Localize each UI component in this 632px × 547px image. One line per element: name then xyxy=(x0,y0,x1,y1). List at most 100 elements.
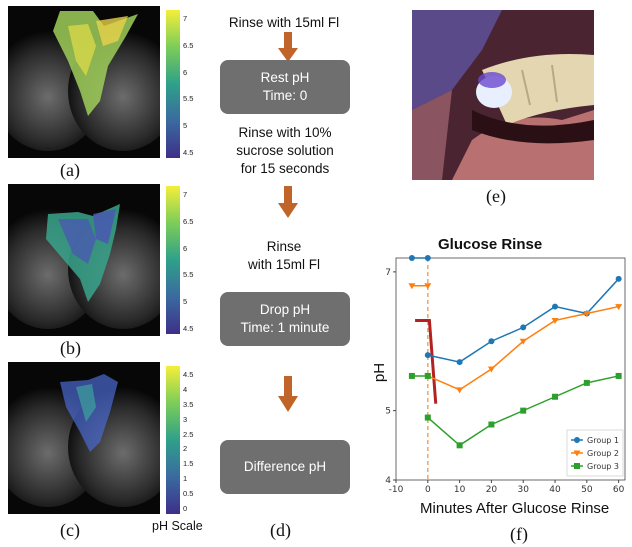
data-point xyxy=(487,366,495,373)
data-point xyxy=(519,338,527,345)
panel-e-label: (e) xyxy=(486,186,506,206)
colorbar-tick: 6 xyxy=(183,243,188,253)
x-tick-label: 20 xyxy=(486,485,498,495)
colorbar-tick: 3.5 xyxy=(183,399,194,409)
legend-label: Group 1 xyxy=(587,436,619,445)
flow-step2-line3: for 15 seconds xyxy=(240,161,330,176)
colorbar-tick: 4.5 xyxy=(183,370,194,379)
data-point xyxy=(456,359,463,366)
difference-ph-box: Difference pH xyxy=(220,440,350,494)
colorbar-tick: 6.5 xyxy=(183,40,194,50)
data-point xyxy=(488,421,495,428)
chart-xlabel: Minutes After Glucose Rinse xyxy=(420,500,610,517)
panel-a-label: (a) xyxy=(60,160,80,180)
flow-step3-text: Rinse with 15ml Fl xyxy=(214,238,354,274)
data-point xyxy=(574,463,580,469)
panel-f-label: (f) xyxy=(510,524,528,544)
drop-indicator xyxy=(415,318,438,404)
data-point xyxy=(424,352,431,359)
colorbar-tick: 2 xyxy=(183,444,188,454)
down-arrow-3 xyxy=(278,376,298,412)
data-point xyxy=(552,303,559,310)
x-tick-label: -10 xyxy=(389,485,404,495)
glucose-rinse-chart: -10 0 10 20 30 40 50 60 4 5 7 Group 1 Group 2 Group 3 xyxy=(385,255,626,495)
drop-ph-box: Drop pH Time: 1 minute xyxy=(220,292,350,346)
chart-title: Glucose Rinse xyxy=(438,236,543,253)
colorbar-tick: 5 xyxy=(183,297,188,307)
intraoral-photo xyxy=(412,10,594,180)
tooth-ph-map-b xyxy=(8,204,160,329)
colorbar-tick: 5.5 xyxy=(183,270,194,280)
flow-step1-text: Rinse with 15ml Fl xyxy=(228,15,340,30)
rest-ph-time: Time: 0 xyxy=(262,88,308,103)
colorbar-tick: 6 xyxy=(183,67,188,77)
x-tick-label: 10 xyxy=(454,485,466,495)
data-point xyxy=(456,387,464,394)
down-arrow-1 xyxy=(278,32,298,62)
panel-c-image xyxy=(8,362,160,514)
x-tick-label: 60 xyxy=(613,485,625,495)
panel-b-label: (b) xyxy=(60,338,81,358)
rest-ph-box: Rest pH Time: 0 xyxy=(220,60,350,114)
data-point xyxy=(552,393,559,400)
colorbar-c xyxy=(166,366,180,514)
panel-c-label: (c) xyxy=(60,520,80,540)
x-tick-label: 40 xyxy=(549,485,561,495)
colorbar-tick: 0 xyxy=(183,504,188,513)
colorbar-tick: 5 xyxy=(183,121,188,131)
colorbar-tick: 1.5 xyxy=(183,459,194,469)
x-tick-label: 30 xyxy=(517,485,529,495)
data-point xyxy=(615,372,622,379)
legend-label: Group 3 xyxy=(587,462,619,471)
plot-frame xyxy=(395,257,626,481)
colorbar-tick: 5.5 xyxy=(183,94,194,104)
colorbar-tick: 3 xyxy=(183,414,188,424)
y-tick-label: 4 xyxy=(385,476,391,486)
data-point xyxy=(551,317,559,324)
colorbar-tick: 2.5 xyxy=(183,429,194,439)
data-point xyxy=(583,379,590,386)
y-tick-label: 7 xyxy=(385,268,391,278)
x-tick-label: 0 xyxy=(425,485,431,495)
data-point xyxy=(574,437,580,443)
colorbar-tick: 4.5 xyxy=(183,148,194,157)
data-point xyxy=(408,255,415,261)
colorbar-tick: 7 xyxy=(183,14,188,23)
panel-d-label: (d) xyxy=(270,520,291,540)
colorbar-tick: 4.5 xyxy=(183,324,194,333)
legend-label: Group 2 xyxy=(587,449,619,458)
ph-scale-label: pH Scale xyxy=(152,519,203,533)
flow-step2-line1: Rinse with 10% xyxy=(238,125,332,140)
data-point xyxy=(520,324,527,331)
series-line xyxy=(427,278,620,363)
data-point xyxy=(408,283,416,290)
colorbar-tick: 1 xyxy=(183,474,188,484)
panel-b-image xyxy=(8,184,160,336)
tooth-ph-map-c xyxy=(8,374,160,507)
flow-step2-text: Rinse with 10% sucrose solution for 15 s… xyxy=(210,124,360,178)
drop-ph-time: Time: 1 minute xyxy=(240,320,330,335)
data-point xyxy=(615,275,622,282)
data-point xyxy=(488,338,495,345)
data-point xyxy=(615,304,623,311)
y-tick-label: 5 xyxy=(385,407,391,417)
panel-a-image xyxy=(8,6,160,158)
drop-ph-title: Drop pH xyxy=(259,302,311,317)
colorbar-tick: 0.5 xyxy=(183,489,194,499)
x-tick-label: 50 xyxy=(581,485,593,495)
down-arrow-2 xyxy=(278,186,298,218)
data-point xyxy=(424,283,432,290)
flow-step3-line1: Rinse xyxy=(266,239,302,254)
tooth-ph-map-a xyxy=(8,11,160,151)
panel-e-photo xyxy=(412,10,594,180)
data-point xyxy=(424,372,431,379)
flow-step2-line2: sucrose solution xyxy=(236,143,334,158)
colorbar-a xyxy=(166,10,180,158)
data-point xyxy=(424,414,431,421)
colorbar-b xyxy=(166,186,180,334)
difference-ph-label: Difference pH xyxy=(243,459,327,474)
colorbar-tick: 4 xyxy=(183,384,188,394)
colorbar-tick: 7 xyxy=(183,190,188,199)
data-point xyxy=(573,450,581,457)
flow-step3-line2: with 15ml Fl xyxy=(247,257,320,272)
